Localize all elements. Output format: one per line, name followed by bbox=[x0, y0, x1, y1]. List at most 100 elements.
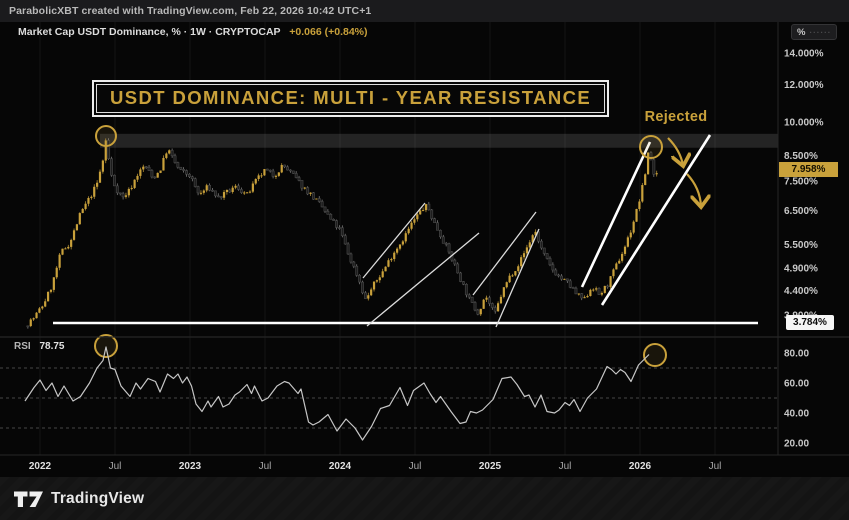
candle bbox=[652, 157, 656, 177]
candle bbox=[641, 182, 644, 203]
percent-scale-dots: ······ bbox=[809, 27, 832, 37]
rsi-tick-label: 40.00 bbox=[784, 409, 809, 420]
candle bbox=[496, 301, 500, 313]
candle bbox=[413, 217, 416, 225]
candle bbox=[600, 291, 604, 297]
candle bbox=[323, 206, 327, 213]
candle bbox=[554, 268, 558, 276]
candle bbox=[176, 161, 180, 169]
symbol-header[interactable]: Market Cap USDT Dominance, % · 1W · CRYP… bbox=[18, 26, 368, 38]
candle bbox=[228, 188, 232, 194]
candle bbox=[205, 183, 208, 193]
candle bbox=[583, 295, 586, 299]
candle bbox=[401, 239, 404, 246]
price-tick-label: 7.500% bbox=[784, 176, 818, 187]
wedge-trendline[interactable] bbox=[495, 228, 540, 328]
percent-scale-button[interactable]: % ······ bbox=[791, 24, 837, 40]
candle bbox=[456, 262, 460, 274]
price-tick-label: 5.500% bbox=[784, 240, 818, 251]
candle bbox=[104, 138, 107, 164]
wedge-trendline[interactable] bbox=[366, 232, 480, 327]
candle bbox=[340, 225, 344, 238]
candle bbox=[72, 228, 76, 241]
candle bbox=[375, 279, 379, 283]
drawings-layer[interactable] bbox=[53, 125, 758, 367]
price-tick-label: 4.900% bbox=[784, 264, 818, 275]
candle bbox=[551, 262, 555, 273]
tradingview-logo[interactable]: TradingView bbox=[14, 489, 144, 509]
candle bbox=[490, 302, 494, 310]
candle bbox=[130, 185, 133, 191]
candle bbox=[96, 180, 99, 190]
highlight-circle bbox=[94, 334, 118, 358]
candle bbox=[537, 229, 540, 244]
time-axis[interactable]: 2022 Jul 2023 Jul 2024 Jul 2025 Jul 2026 Jul bbox=[29, 461, 722, 472]
candle bbox=[113, 174, 116, 187]
candle bbox=[629, 230, 632, 240]
wedge-trendline[interactable] bbox=[362, 202, 426, 279]
candle bbox=[427, 201, 431, 211]
candle bbox=[384, 266, 387, 272]
price-tick-label: 10.000% bbox=[784, 118, 824, 129]
candle bbox=[372, 281, 376, 292]
candle bbox=[565, 278, 569, 284]
time-tick-label: 2022 bbox=[29, 461, 52, 472]
candle bbox=[470, 296, 474, 303]
candle bbox=[237, 183, 240, 191]
candle bbox=[286, 165, 289, 171]
candle bbox=[589, 288, 592, 297]
candle bbox=[303, 186, 306, 190]
candle bbox=[473, 301, 477, 312]
channel-trendline[interactable] bbox=[580, 141, 652, 288]
candle bbox=[29, 318, 32, 328]
candle bbox=[370, 287, 373, 297]
candle bbox=[393, 251, 396, 262]
candle bbox=[603, 285, 606, 294]
banner-title: USDT DOMINANCE: MULTI - YEAR RESISTANCE bbox=[110, 87, 592, 108]
candle bbox=[329, 213, 333, 220]
time-tick-label: Jul bbox=[559, 461, 572, 472]
resistance-zone-band bbox=[100, 133, 778, 148]
footer-bar: TradingView bbox=[0, 477, 849, 520]
tradingview-logo-icon bbox=[14, 491, 43, 507]
candle bbox=[586, 294, 589, 298]
rsi-legend[interactable]: RSI 78.75 bbox=[14, 341, 64, 352]
candle bbox=[257, 173, 260, 182]
candle bbox=[447, 242, 451, 255]
price-tick-label: 14.000% bbox=[784, 49, 824, 60]
rsi-axis[interactable]: 80.00 60.00 40.00 20.00 bbox=[784, 349, 809, 450]
candles-layer bbox=[26, 138, 658, 329]
candle bbox=[300, 180, 304, 191]
candle bbox=[118, 192, 122, 196]
candle bbox=[52, 277, 55, 293]
candle bbox=[260, 172, 263, 179]
candle bbox=[467, 293, 471, 300]
wedge-trendline[interactable] bbox=[472, 211, 537, 296]
candle bbox=[243, 191, 246, 195]
price-axis[interactable]: 14.000% 12.000% 10.000% 8.500% 7.500% 6.500% 5… bbox=[784, 49, 824, 322]
candle bbox=[213, 190, 217, 198]
candle bbox=[612, 268, 615, 279]
candle bbox=[609, 275, 612, 290]
candle bbox=[580, 293, 584, 301]
symbol-title[interactable]: Market Cap USDT Dominance, % · 1W · CRYP… bbox=[18, 26, 281, 38]
time-tick-label: 2023 bbox=[179, 461, 202, 472]
candle bbox=[539, 239, 543, 250]
highlight-circle bbox=[643, 343, 667, 367]
candle bbox=[488, 295, 491, 307]
candle bbox=[476, 308, 480, 316]
candle bbox=[193, 177, 197, 188]
title-banner: USDT DOMINANCE: MULTI - YEAR RESISTANCE bbox=[92, 80, 610, 117]
candle bbox=[139, 167, 142, 179]
candle bbox=[216, 193, 220, 198]
candle bbox=[548, 256, 552, 267]
candle bbox=[557, 273, 561, 278]
candle bbox=[367, 292, 370, 301]
candle bbox=[26, 325, 30, 329]
candle bbox=[55, 266, 58, 280]
title-banner-inner: USDT DOMINANCE: MULTI - YEAR RESISTANCE bbox=[96, 84, 606, 113]
candle bbox=[231, 185, 234, 194]
rsi-line bbox=[24, 346, 650, 441]
candle bbox=[441, 234, 445, 244]
candle bbox=[462, 281, 465, 286]
